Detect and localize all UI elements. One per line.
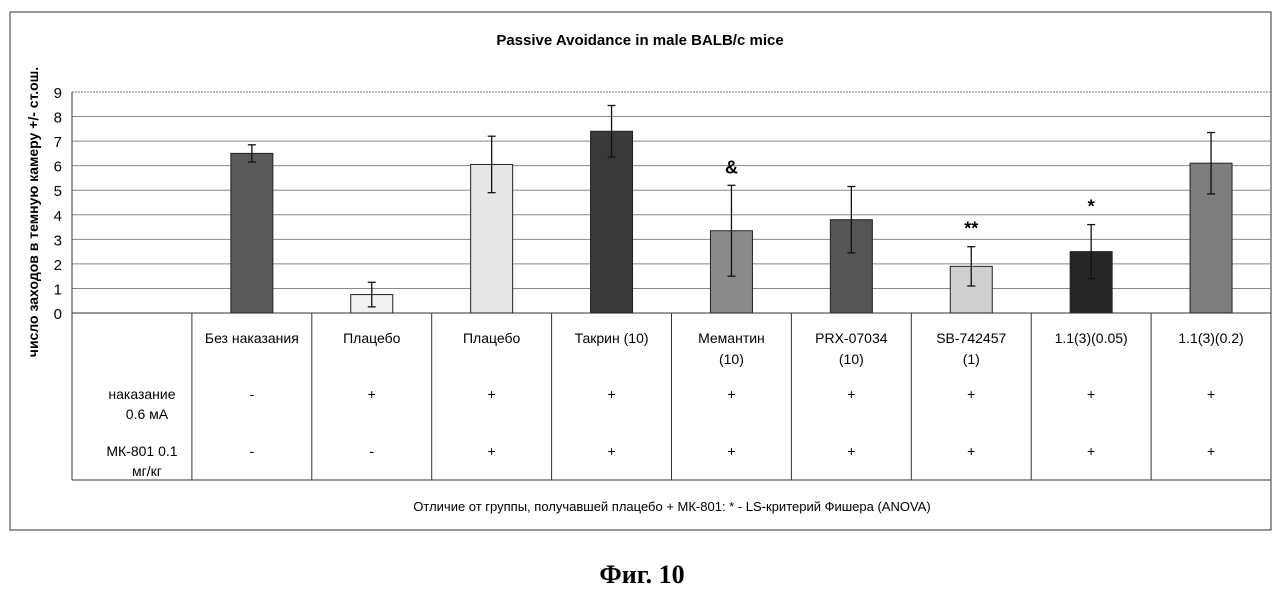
y-tick-label: 9 [54,85,62,102]
y-tick-label: 6 [54,159,62,176]
category-label: (1) [963,351,980,367]
table-cell: + [607,443,615,459]
table-row-label: МК-801 0.1 [106,443,177,459]
category-label: Плацебо [343,330,401,346]
y-tick-label: 0 [54,306,62,323]
y-tick-label: 3 [54,232,62,249]
table-row-label: 0.6 мА [126,406,169,422]
chart-title: Passive Avoidance in male BALB/c mice [496,32,783,49]
y-tick-label: 8 [54,110,62,127]
category-label: Плацебо [463,330,521,346]
category-label: (10) [719,351,744,367]
y-axis-label: число заходов в темную камеру +/- ст.ош. [25,67,41,357]
table-cell: - [369,443,374,459]
table-cell: + [488,386,496,402]
significance-mark: ** [964,219,978,239]
table-cell: + [967,443,975,459]
figure: Passive Avoidance in male BALB/c mice чи… [0,0,1284,594]
category-label: Без наказания [205,330,299,346]
significance-mark: * [1088,197,1095,217]
significance-mark: & [725,157,738,177]
table-cell: - [250,386,255,402]
figure-caption: Фиг. 10 [0,560,1284,590]
category-label: SB-742457 [936,330,1006,346]
table-cell: + [847,386,855,402]
table-cell: + [1207,443,1215,459]
footnote: Отличие от группы, получавшей плацебо + … [413,499,930,514]
table-cell: + [1087,386,1095,402]
bar [591,131,633,313]
category-label: PRX-07034 [815,330,888,346]
table-cell: - [250,443,255,459]
table-cell: + [727,386,735,402]
table-cell: + [727,443,735,459]
category-label: Такрин (10) [575,330,649,346]
y-tick-label: 2 [54,257,62,274]
bar [231,153,273,313]
table-cell: + [1207,386,1215,402]
category-label: Мемантин [698,330,765,346]
bar-chart: Passive Avoidance in male BALB/c mice чи… [0,0,1284,550]
table-cell: + [1087,443,1095,459]
y-tick-label: 5 [54,183,62,200]
table-row-label: наказание [108,386,175,402]
table-cell: + [967,386,975,402]
category-label: 1.1(3)(0.05) [1055,330,1128,346]
y-tick-label: 4 [54,208,62,225]
category-label: 1.1(3)(0.2) [1178,330,1243,346]
category-label: (10) [839,351,864,367]
table-cell: + [607,386,615,402]
table-cell: + [847,443,855,459]
table-cell: + [488,443,496,459]
y-tick-label: 1 [54,281,62,298]
y-tick-label: 7 [54,134,62,151]
table-cell: + [368,386,376,402]
table-row-label: мг/кг [132,463,162,479]
